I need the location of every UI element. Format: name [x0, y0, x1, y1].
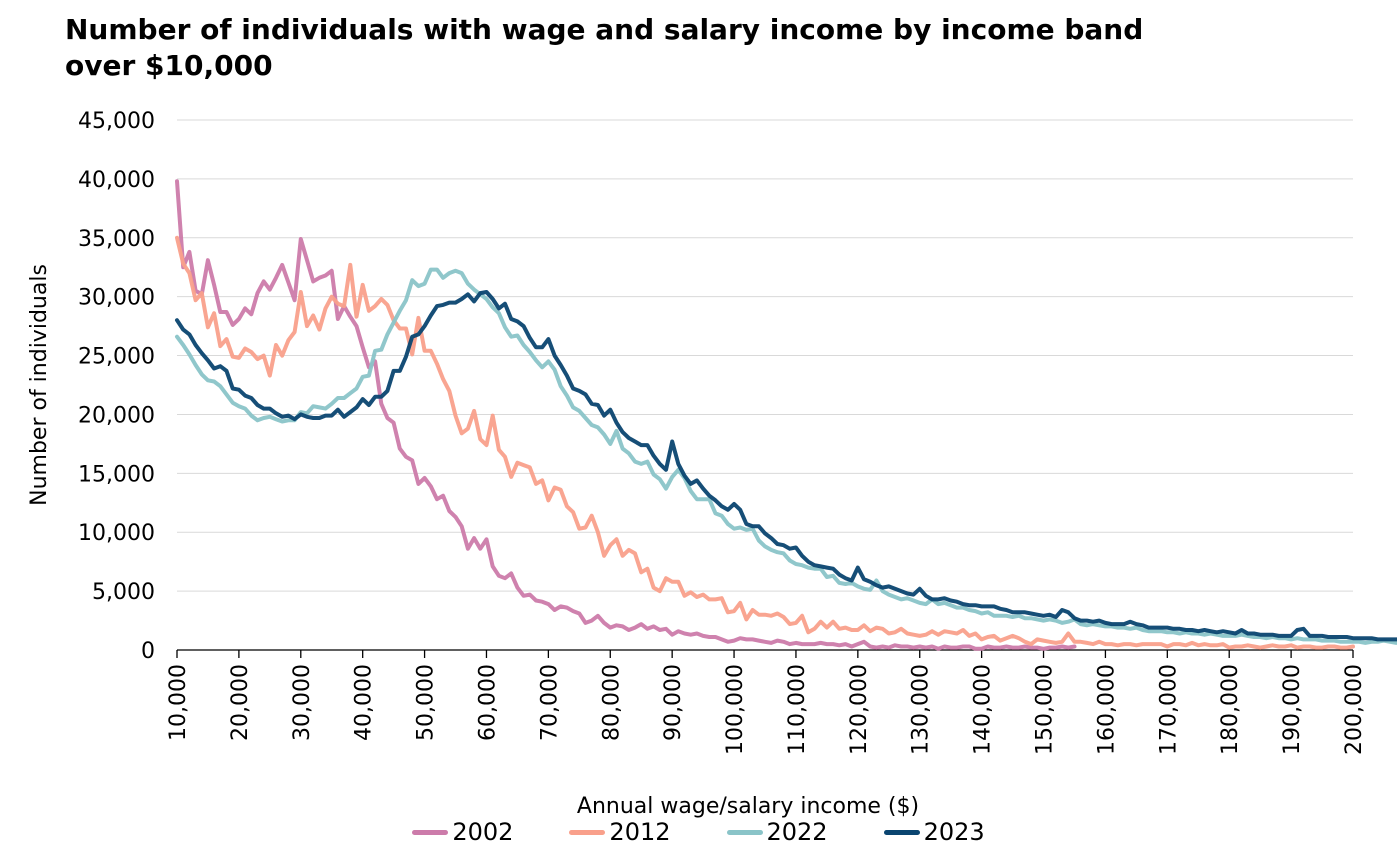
series-line-2002: [175, 179, 1077, 651]
legend: 2002 2012 2022 2023: [0, 818, 1397, 846]
x-tick-label: 190,000: [1280, 664, 1305, 755]
gridlines: [177, 119, 1353, 592]
x-tick-label: 40,000: [352, 664, 377, 741]
y-tick-label: 15,000: [78, 462, 155, 487]
x-tick-label: 160,000: [1094, 664, 1119, 755]
x-tick-label: 140,000: [971, 664, 996, 755]
x-tick-label: 90,000: [661, 664, 686, 741]
legend-item-2023: 2023: [883, 818, 985, 846]
y-axis-label: Number of individuals: [27, 264, 52, 506]
x-tick-label: 130,000: [909, 664, 934, 755]
series-line-2023: [175, 290, 1397, 642]
x-tick-label: 60,000: [475, 664, 500, 741]
legend-label: 2012: [609, 818, 671, 846]
legend-swatch: [569, 829, 606, 835]
x-tick-label: 150,000: [1033, 664, 1058, 755]
y-tick-label: 25,000: [78, 345, 155, 370]
x-tick-label: 110,000: [785, 664, 810, 755]
legend-item-2022: 2022: [726, 818, 828, 846]
legend-swatch: [412, 829, 449, 835]
y-tick-label: 40,000: [78, 168, 155, 193]
x-tick-label: 30,000: [290, 664, 315, 741]
y-axis-ticks: 0 5,000 10,000 15,000 20,000 25,000 30,000 35,0…: [78, 109, 155, 664]
x-tick-label: 70,000: [537, 664, 562, 741]
legend-swatch: [883, 829, 920, 835]
chart-title: Number of individuals with wage and sala…: [65, 13, 1144, 82]
x-tick-label: 200,000: [1342, 664, 1367, 755]
legend-item-2012: 2012: [569, 818, 671, 846]
legend-label: 2002: [452, 818, 514, 846]
legend-item-2002: 2002: [412, 818, 513, 846]
x-tick-label: 170,000: [1156, 664, 1181, 755]
legend-label: 2023: [923, 818, 985, 846]
series-line-2022: [175, 267, 1397, 645]
x-axis-label: Annual wage/salary income ($): [577, 794, 919, 819]
x-tick-label: 120,000: [847, 664, 872, 755]
y-tick-label: 30,000: [78, 286, 155, 311]
x-tick-label: 10,000: [166, 664, 191, 741]
x-axis: 10,000 20,000 30,000 40,000 50,000 60,000 70,0…: [166, 649, 1367, 755]
x-tick-label: 180,000: [1218, 664, 1243, 755]
y-tick-label: 10,000: [78, 521, 155, 546]
x-tick-label: 50,000: [414, 664, 439, 741]
y-tick-label: 0: [141, 639, 155, 664]
y-tick-label: 35,000: [78, 227, 155, 252]
series-lines: [175, 179, 1397, 651]
y-tick-label: 20,000: [78, 403, 155, 428]
y-tick-label: 45,000: [78, 109, 155, 134]
x-tick-label: 100,000: [723, 664, 748, 755]
x-tick-label: 80,000: [599, 664, 624, 741]
x-tick-label: 20,000: [228, 664, 253, 741]
y-tick-label: 5,000: [92, 580, 155, 605]
series-line-2012: [175, 235, 1355, 650]
legend-label: 2022: [766, 818, 828, 846]
legend-swatch: [726, 829, 763, 835]
